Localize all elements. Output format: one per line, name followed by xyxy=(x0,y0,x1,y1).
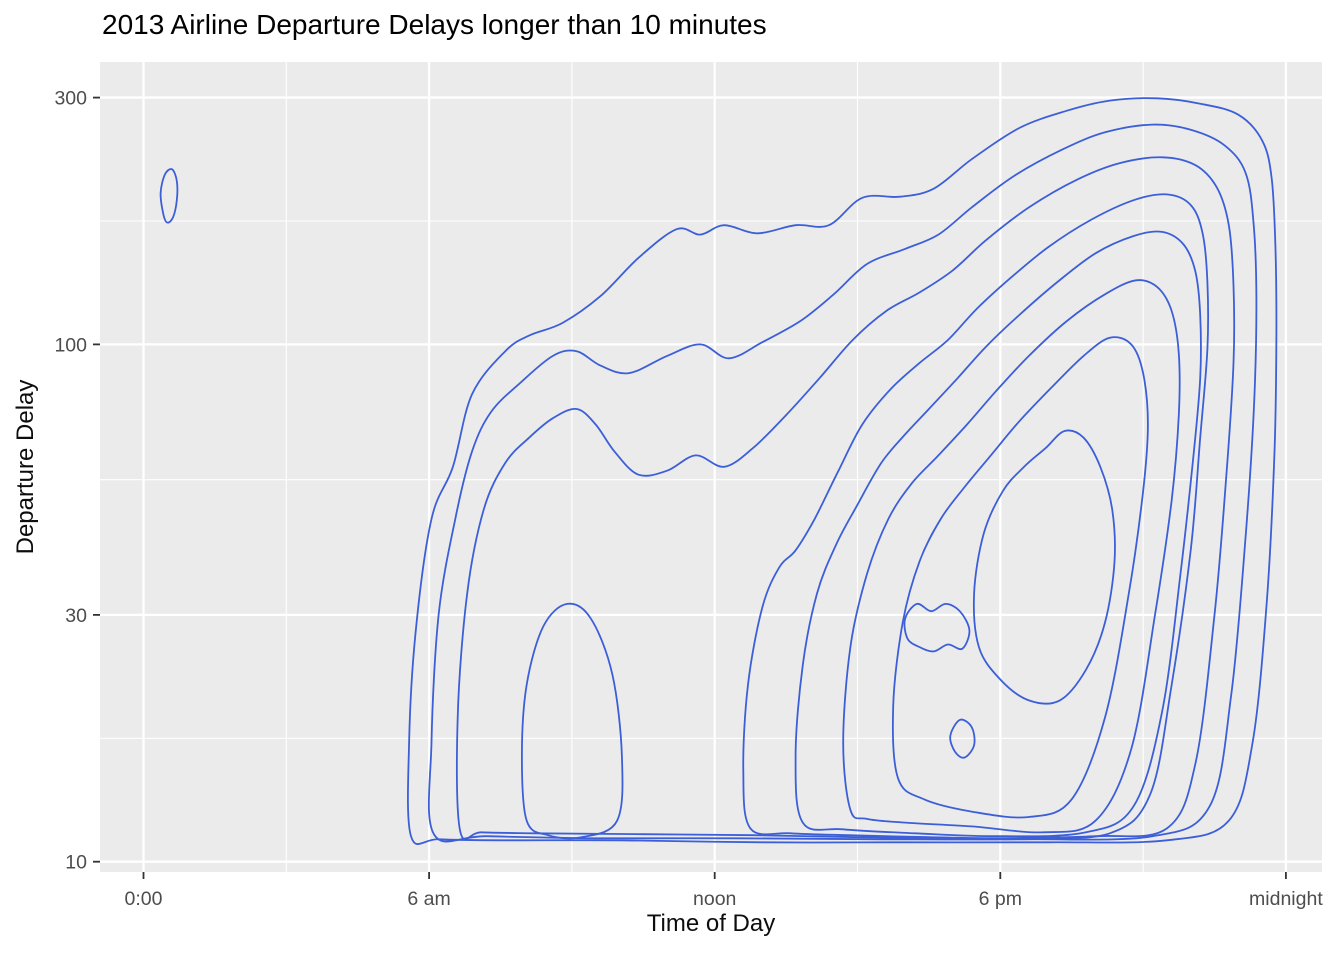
x-tick-label: 6 am xyxy=(407,888,450,910)
contour-lines-group xyxy=(159,97,1278,846)
contour-level-5 xyxy=(794,230,1202,838)
y-axis-label: Departure Delay xyxy=(12,379,39,555)
contour-level-4-left-lobe xyxy=(521,602,624,840)
x-axis-label: Time of Day xyxy=(646,910,776,937)
chart-title: 2013 Airline Departure Delays longer tha… xyxy=(102,9,767,40)
x-tick-label: 0:00 xyxy=(125,888,163,910)
y-tick-label: 300 xyxy=(54,88,87,110)
contour-level-2 xyxy=(427,123,1258,843)
x-tick-label: 6 pm xyxy=(979,888,1022,910)
y-tick-label: 10 xyxy=(65,852,87,874)
x-tick-label: noon xyxy=(693,888,736,910)
contour-blob-early-morning xyxy=(159,168,179,224)
y-tick-label: 30 xyxy=(65,605,87,627)
contour-level-4 xyxy=(742,193,1210,840)
x-tick-label: midnight xyxy=(1249,888,1323,910)
contour-inner-ring xyxy=(903,602,971,653)
plot-panel xyxy=(100,62,1322,872)
contour-level-8-core xyxy=(972,429,1116,705)
contour-level-6 xyxy=(842,279,1181,834)
y-tick-label: 100 xyxy=(54,334,87,356)
contour-inner-notch xyxy=(949,718,976,759)
contour-level-1 xyxy=(407,97,1278,846)
contour-level-7 xyxy=(891,336,1149,819)
